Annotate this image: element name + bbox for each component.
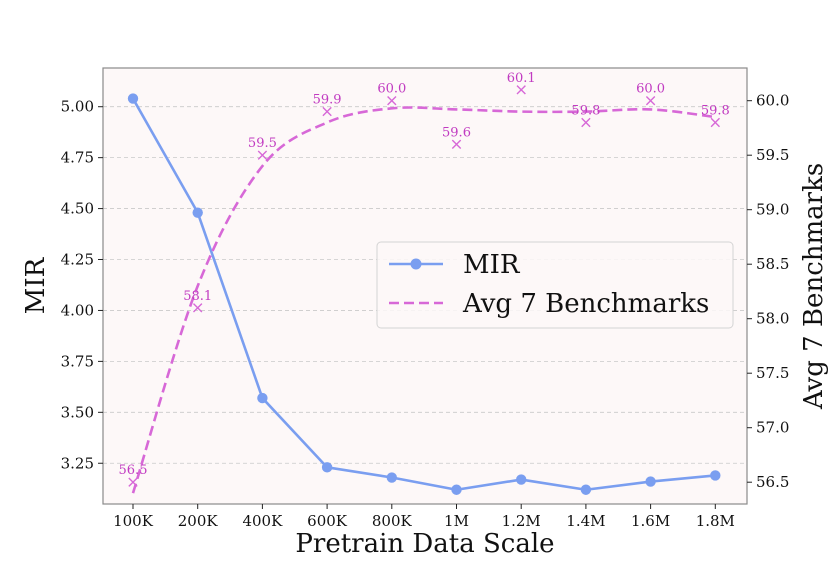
y-right-tick-label: 60.0 [756,92,789,110]
y-right-tick-label: 57.5 [756,364,789,382]
y-right-tick-label: 59.5 [756,146,789,164]
mir-point [127,93,139,104]
y-left-tick-label: 4.75 [61,149,94,167]
y-right-tick-label: 59.0 [756,201,789,219]
mir-point [386,472,397,483]
x-tick-label: 1.2M [502,512,541,530]
mir-point [321,462,333,473]
avg-benchmarks-line [131,106,716,494]
legend-mir-label: MIR [463,250,521,280]
x-tick-label: 1.6M [631,512,670,530]
x-axis-title: Pretrain Data Scale [295,529,554,559]
y-left-tick-label: 3.25 [61,454,94,472]
mir-point [451,484,462,495]
avg-benchmarks-point [710,117,720,128]
y-axis-right-title: Avg 7 Benchmarks [799,163,829,410]
avg-benchmarks-point [193,303,203,313]
y-right-tick-label: 57.0 [756,419,789,437]
x-tick-label: 100K [113,512,154,530]
avg-benchmarks-data-label: 60.0 [636,82,665,97]
avg-benchmarks-point [257,150,268,160]
avg-benchmarks-point [645,96,656,106]
avg-benchmarks-data-label: 59.5 [248,136,277,151]
mir-point [192,207,203,218]
avg-benchmarks-data-label: 59.9 [313,93,342,108]
y-right-tick-label: 56.5 [756,473,789,491]
avg-benchmarks-data-label: 59.8 [571,104,600,119]
y-right-tick-label: 58.0 [756,310,789,328]
y-right-tick-label: 58.5 [756,255,789,273]
x-tick-label: 800K [372,512,413,530]
avg-benchmarks-data-label: 56.5 [119,463,148,478]
avg-benchmarks-point [128,477,138,487]
avg-benchmarks-data-label: 59.8 [701,104,730,119]
avg-benchmarks-point [451,139,462,149]
x-tick-label: 200K [178,512,219,530]
legend: MIR Avg 7 Benchmarks [376,241,734,329]
avg-benchmarks-point [387,96,397,106]
y-left-tick-label: 5.00 [61,98,94,116]
y-left-tick-label: 3.50 [61,403,94,421]
legend-box [376,241,734,329]
y-left-tick-label: 4.00 [61,301,94,319]
avg-benchmarks-data-label: 58.1 [183,289,212,304]
legend-avg-label: Avg 7 Benchmarks [462,289,709,319]
series-layer [127,85,721,495]
legend-mir-marker [410,258,422,270]
y-axis-left-title: MIR [21,256,51,314]
mir-line [131,97,716,492]
x-tick-label: 1M [444,512,469,530]
mir-point [710,470,721,481]
avg-benchmarks-data-label: 60.0 [377,82,406,97]
avg-benchmarks-point [581,117,591,128]
avg-benchmarks-point [516,85,526,95]
x-tick-label: 1.4M [566,512,605,530]
avg-benchmarks-point [322,106,332,117]
y-left-tick-label: 4.50 [61,200,94,218]
mir-point [257,392,268,404]
x-tick-label: 600K [307,512,348,530]
avg-benchmarks-data-label: 59.6 [442,125,471,140]
plot-frame [102,67,748,505]
x-tick-label: 400K [242,512,283,530]
y-axis-right: 56.5 57.0 57.5 58.0 58.5 59.0 59.5 60.0 [747,92,789,491]
y-left-tick-label: 3.75 [61,352,94,370]
mir-point [516,474,527,485]
y-left-tick-label: 4.25 [61,251,94,269]
x-axis: 100K 200K 400K 600K 800K 1M 1.2M 1.4M 1.6M 1.8M [113,504,735,530]
x-tick-label: 1.8M [696,512,735,530]
mir-point [645,476,656,487]
data-labels: 56.5 58.1 59.5 59.9 60.0 59.6 60.1 59.8 60.0 59.8 [119,71,730,478]
mir-point [580,484,592,495]
avg-benchmarks-data-label: 60.1 [507,71,536,86]
y-axis-left: 3.25 3.50 3.75 4.00 4.25 4.50 4.75 5.00 [61,98,103,472]
